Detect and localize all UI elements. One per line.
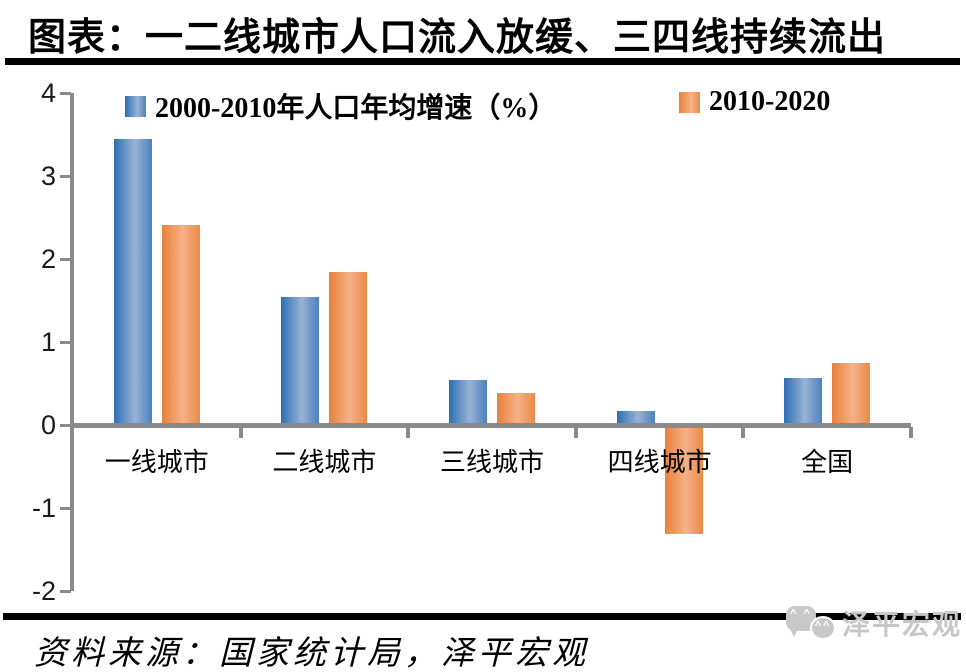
y-axis-label: 1 — [40, 327, 56, 357]
y-axis-tick — [60, 590, 71, 593]
y-axis-label: 0 — [40, 410, 56, 440]
logo-text: 泽平宏观 — [842, 610, 963, 641]
x-axis-tick — [238, 427, 243, 438]
y-axis-tick — [60, 424, 71, 427]
bottom-divider — [3, 613, 961, 620]
y-axis-tick — [60, 175, 71, 178]
y-axis-tick — [60, 507, 71, 510]
legend-swatch-icon — [679, 91, 700, 113]
legend-item-0: 2000-2010年人口年均增速（%） — [125, 86, 556, 126]
source-note: 资料来源：国家统计局，泽平宏观 — [34, 636, 589, 672]
chat-bubble-large-icon: ^ ^ — [786, 606, 816, 637]
legend-label: 2000-2010年人口年均增速（%） — [155, 93, 557, 124]
zeping-macro-logo: ^ ^ ^^ 泽平宏观 — [786, 603, 962, 643]
x-axis-tick — [741, 427, 746, 438]
chat-bubbles-icon: ^ ^ ^^ — [786, 606, 836, 640]
x-axis-tick — [909, 427, 913, 438]
y-axis-label: -1 — [31, 493, 56, 523]
bar-s0-c3 — [616, 410, 655, 425]
x-axis-label: 二线城市 — [272, 448, 377, 477]
x-axis-label: 全国 — [801, 448, 854, 477]
y-axis-label: -2 — [31, 576, 56, 606]
legend-item-1: 2010-2020 — [679, 86, 830, 118]
bar-s1-c3 — [664, 425, 703, 534]
legend-label: 2010-2020 — [709, 86, 831, 117]
legend-swatch-icon — [125, 95, 146, 117]
y-axis-label: 3 — [40, 161, 56, 191]
y-axis-tick — [60, 341, 71, 344]
x-axis-label: 一线城市 — [104, 448, 209, 477]
bar-s1-c4 — [832, 362, 871, 425]
bar-s1-c0 — [161, 224, 200, 425]
y-axis-tick — [60, 258, 71, 261]
y-axis-tick — [60, 92, 71, 95]
page-title: 图表：一二线城市人口流入放缓、三四线持续流出 — [28, 17, 887, 59]
bar-s0-c2 — [449, 380, 487, 425]
x-axis-label: 四线城市 — [607, 448, 712, 477]
y-axis-line — [70, 93, 74, 591]
x-axis-tick — [406, 427, 411, 438]
bar-s0-c4 — [784, 377, 823, 425]
bar-s1-c2 — [497, 392, 535, 425]
y-axis-label: 4 — [40, 78, 56, 108]
x-axis-label: 三线城市 — [439, 448, 544, 477]
bar-s0-c1 — [281, 297, 320, 425]
bar-s1-c1 — [329, 272, 368, 425]
bar-s0-c0 — [113, 138, 152, 425]
x-axis-line — [71, 423, 911, 428]
x-axis-tick — [573, 427, 578, 438]
y-axis-label: 2 — [40, 244, 56, 274]
chat-bubble-small-icon: ^^ — [810, 616, 836, 640]
top-divider — [5, 58, 960, 65]
